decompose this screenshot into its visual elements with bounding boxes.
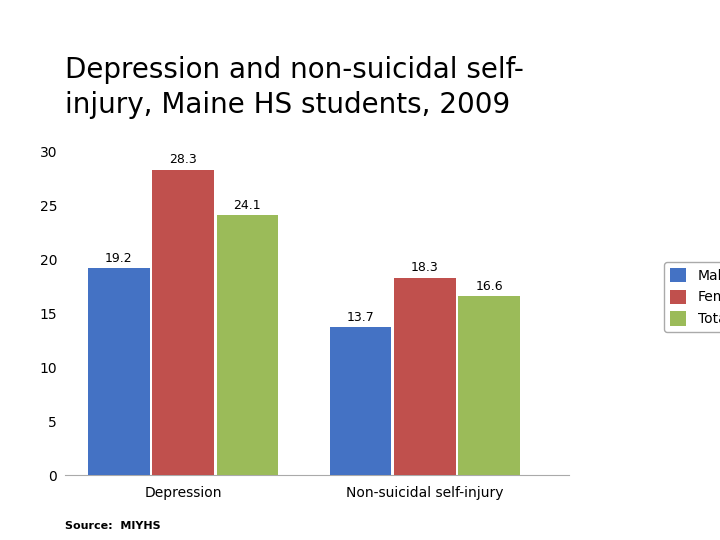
Bar bbox=[458, 296, 520, 475]
Text: 24.1: 24.1 bbox=[233, 199, 261, 212]
Legend: Male, Female, Total: Male, Female, Total bbox=[665, 262, 720, 332]
Text: 28.3: 28.3 bbox=[169, 153, 197, 166]
Bar bbox=[217, 215, 278, 475]
Text: 18.3: 18.3 bbox=[411, 261, 438, 274]
Text: Source:  MIYHS: Source: MIYHS bbox=[65, 521, 161, 531]
Bar bbox=[330, 327, 392, 475]
Bar bbox=[88, 268, 150, 475]
Text: 13.7: 13.7 bbox=[346, 311, 374, 324]
Text: 19.2: 19.2 bbox=[105, 252, 132, 265]
Text: Depression and non-suicidal self-
injury, Maine HS students, 2009: Depression and non-suicidal self- injury… bbox=[65, 56, 523, 119]
Bar bbox=[394, 278, 456, 475]
Text: 16.6: 16.6 bbox=[475, 280, 503, 293]
Bar bbox=[152, 170, 214, 475]
